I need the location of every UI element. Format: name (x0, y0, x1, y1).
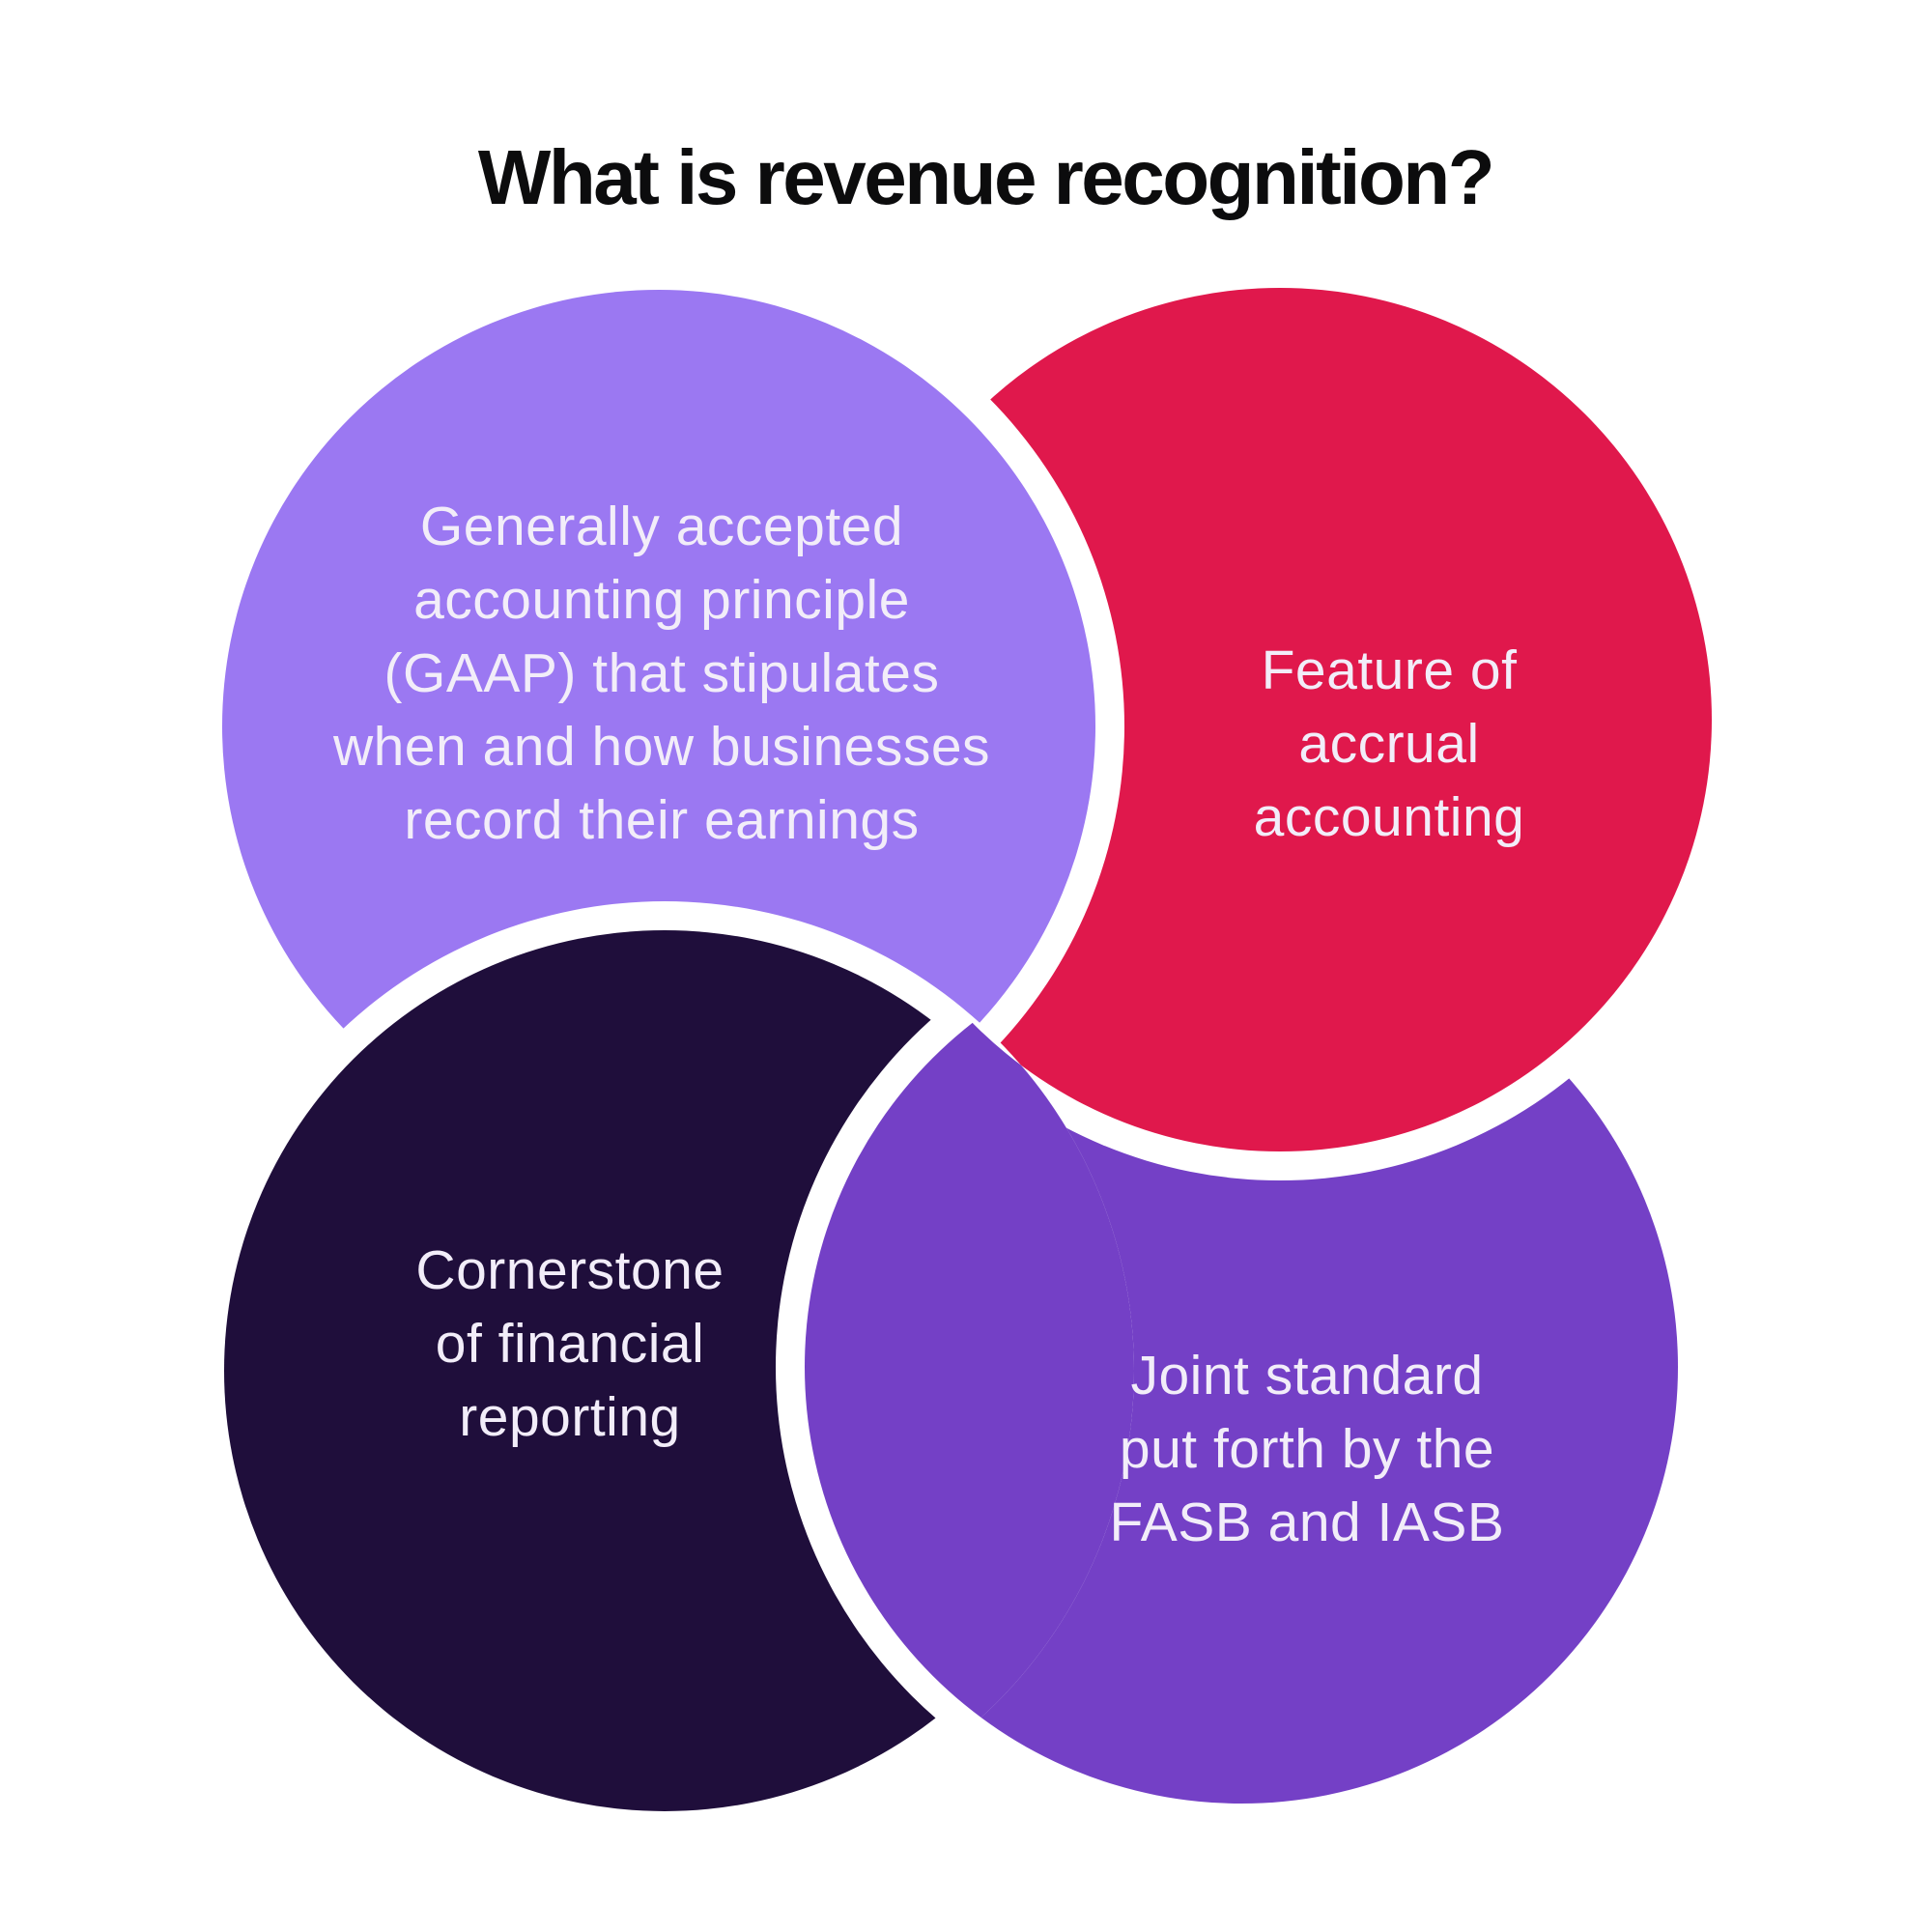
circle-top-left (193, 261, 1124, 1192)
text-line: Joint standard (1130, 1345, 1484, 1406)
text-line: reporting (459, 1386, 681, 1448)
text-line: FASB and IASB (1109, 1492, 1505, 1553)
page-title: What is revenue recognition? (477, 134, 1495, 220)
text-line: accounting (1253, 786, 1525, 848)
text-line: record their earnings (404, 789, 920, 851)
text-line: Generally accepted (419, 496, 904, 557)
circle-bottom-right-overlap-patch (776, 901, 1134, 1833)
text-line: Feature of (1261, 639, 1518, 701)
text-line: of financial (435, 1313, 705, 1375)
circle-top-left-text: Generally accepted accounting principle … (333, 490, 990, 857)
text-line: when and how businesses (332, 716, 991, 778)
text-line: (GAAP) that stipulates (384, 642, 940, 704)
circle-bottom-left-text: Cornerstone of financial reporting (415, 1234, 724, 1454)
text-line: accrual (1298, 713, 1480, 775)
text-line: accounting principle (413, 569, 910, 631)
text-line: put forth by the (1119, 1418, 1495, 1480)
circle-top-left-fill (222, 290, 1095, 1163)
circle-bottom-right-patch-fill (805, 930, 1134, 1804)
circle-top-right-text: Feature of accrual accounting (1254, 634, 1525, 854)
text-line: Cornerstone (415, 1239, 724, 1301)
circle-bottom-right-text: Joint standard put forth by the FASB and… (1110, 1339, 1505, 1559)
